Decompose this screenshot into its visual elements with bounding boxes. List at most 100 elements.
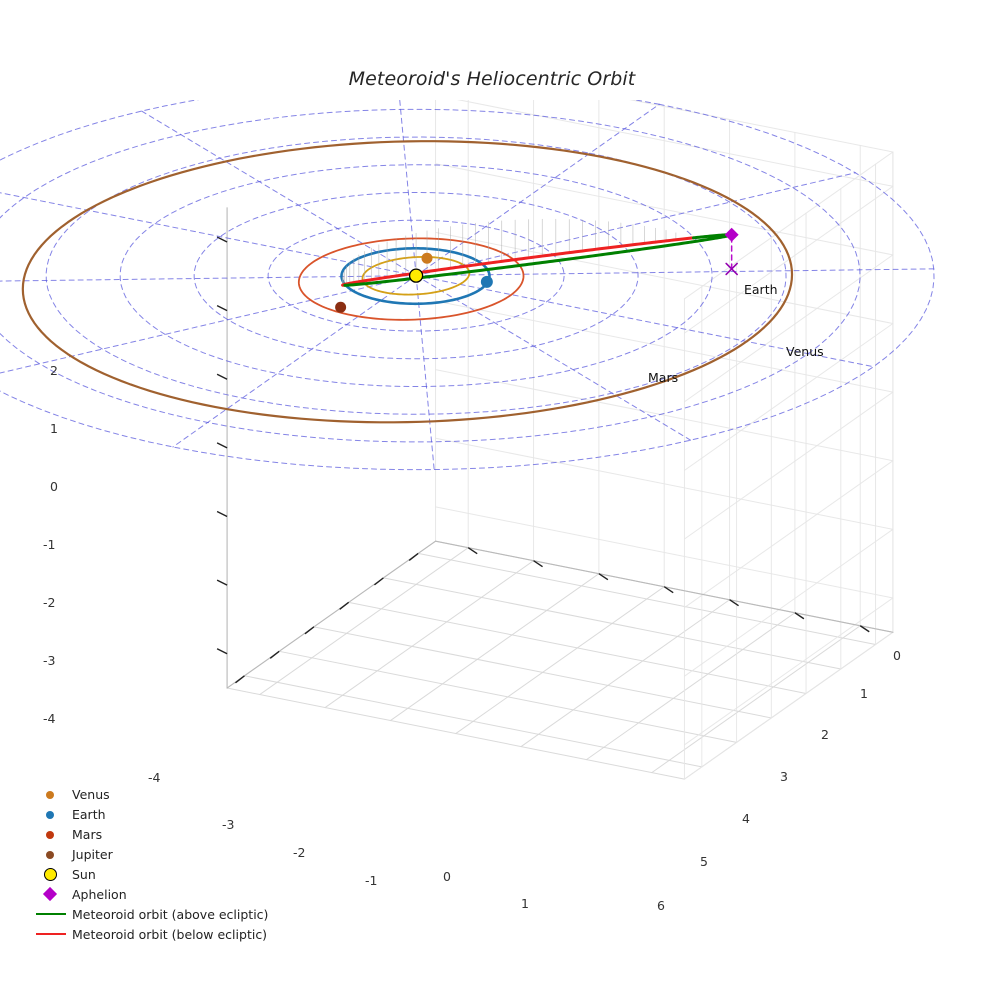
legend-label: Aphelion — [72, 886, 127, 902]
z-axis-tick-label: -4 — [43, 711, 56, 726]
legend-line-icon — [34, 924, 68, 944]
y-axis-tick-label: 1 — [860, 686, 868, 701]
legend-item[interactable]: Sun — [34, 864, 334, 884]
earth-marker — [480, 275, 493, 288]
z-axis-tick — [216, 442, 228, 449]
right-wall-grid-line — [435, 437, 894, 530]
legend: Venus Earth Mars Jupiter Sun Aphelion Meteoroi… — [34, 784, 334, 944]
right-wall-grid-line — [435, 163, 894, 256]
z-axis-tick-label: -3 — [43, 653, 56, 668]
x-axis-tick-label: -1 — [365, 873, 378, 888]
mars-marker — [335, 301, 347, 313]
floor-grid-line — [324, 560, 535, 709]
right-wall-grid-line — [435, 369, 894, 462]
x-axis-tick-label: -4 — [148, 770, 161, 785]
polar-grid-spoke — [399, 100, 417, 277]
legend-item[interactable]: Aphelion — [34, 884, 334, 904]
meteoroid-orbit-below-ecliptic — [341, 236, 695, 287]
x-axis-spine — [226, 540, 437, 689]
right-wall-grid-line — [435, 300, 894, 393]
y-axis-tick-label: 0 — [893, 648, 901, 663]
z-axis-tick — [216, 305, 228, 312]
polar-grid-spoke — [415, 275, 874, 368]
legend-label: Earth — [72, 806, 106, 822]
floor-grid-line — [651, 625, 861, 774]
z-axis-tick-label: 1 — [50, 421, 58, 436]
legend-line-icon — [34, 904, 68, 924]
left-wall-grid-line — [683, 528, 894, 677]
y-axis-tick — [533, 560, 543, 568]
left-wall-grid-line — [683, 185, 894, 334]
polar-grid-spoke — [415, 275, 435, 471]
y-axis-tick — [663, 586, 674, 594]
z-axis-tick — [216, 373, 228, 380]
polar-grid-spoke — [141, 110, 417, 277]
legend-item[interactable]: Earth — [34, 804, 334, 824]
x-axis-tick — [339, 601, 350, 610]
right-wall-grid-line — [435, 506, 894, 599]
polar-grid-spoke — [415, 275, 692, 441]
legend-label: Meteoroid orbit (below ecliptic) — [72, 926, 268, 942]
y-axis-tick — [467, 547, 478, 555]
floor-grid-line — [585, 612, 796, 761]
venus-marker — [421, 252, 433, 264]
legend-dot-icon — [34, 844, 68, 864]
z-axis-tick-label: -1 — [43, 537, 56, 552]
right-wall-grid-line — [435, 231, 894, 325]
z-axis-tick — [216, 510, 228, 518]
y-axis-tick — [794, 612, 805, 620]
legend-dot-icon — [34, 804, 68, 824]
y-axis-tick — [598, 573, 609, 581]
legend-label: Sun — [72, 866, 96, 882]
left-wall-grid-line — [683, 597, 894, 746]
x-axis-tick — [304, 626, 315, 635]
legend-item[interactable]: Meteoroid orbit (above ecliptic) — [34, 904, 334, 924]
legend-item[interactable]: Venus — [34, 784, 334, 804]
legend-label: Venus — [72, 786, 110, 802]
y-axis-tick-label: 6 — [657, 898, 665, 913]
mars-orbit — [297, 237, 525, 321]
x-axis-tick-label: 1 — [521, 896, 529, 911]
legend-item[interactable]: Mars — [34, 824, 334, 844]
venus-label: Venus — [786, 344, 824, 359]
jupiter-orbit — [21, 140, 794, 424]
polar-grid-circle — [0, 100, 935, 471]
x-axis-tick — [408, 552, 419, 561]
meteoroid-orbit-above-ecliptic — [343, 233, 734, 287]
y-axis-tick-label: 2 — [821, 727, 829, 742]
legend-diamond-icon — [34, 884, 68, 904]
x-axis-tick — [373, 577, 384, 586]
legend-sun-icon — [34, 864, 68, 884]
aphelion-marker — [724, 227, 739, 242]
polar-grid-spoke — [0, 192, 417, 277]
y-axis-tick-label: 3 — [780, 769, 788, 784]
polar-grid-spoke — [0, 275, 417, 282]
x-axis-tick — [235, 675, 245, 684]
legend-dot-icon — [34, 824, 68, 844]
z-axis-tick-label: -2 — [43, 595, 56, 610]
polar-grid-spoke — [415, 103, 660, 277]
left-wall-grid-line — [683, 391, 894, 540]
left-wall-grid-line — [683, 151, 894, 300]
left-wall-grid-line — [683, 631, 894, 780]
earth-label: Earth — [744, 282, 778, 297]
page-title: Meteoroid's Heliocentric Orbit — [348, 68, 636, 90]
legend-item[interactable]: Jupiter — [34, 844, 334, 864]
x-axis-tick-label: -2 — [293, 845, 306, 860]
legend-label: Meteoroid orbit (above ecliptic) — [72, 906, 269, 922]
mars-label: Mars — [648, 370, 679, 385]
sun-marker — [408, 268, 424, 283]
y-axis-tick — [859, 625, 870, 633]
legend-item[interactable]: Meteoroid orbit (below ecliptic) — [34, 924, 334, 944]
z-axis-tick — [216, 236, 228, 243]
aphelion-projection-x-icon — [725, 262, 738, 276]
legend-label: Jupiter — [72, 846, 113, 862]
x-axis-tick-label: -3 — [222, 817, 235, 832]
y-axis-tick-label: 4 — [742, 811, 750, 826]
earth-orbit — [340, 247, 491, 306]
x-axis-tick — [269, 650, 280, 659]
z-axis-tick — [216, 648, 228, 655]
floor-grid-line — [389, 573, 600, 722]
